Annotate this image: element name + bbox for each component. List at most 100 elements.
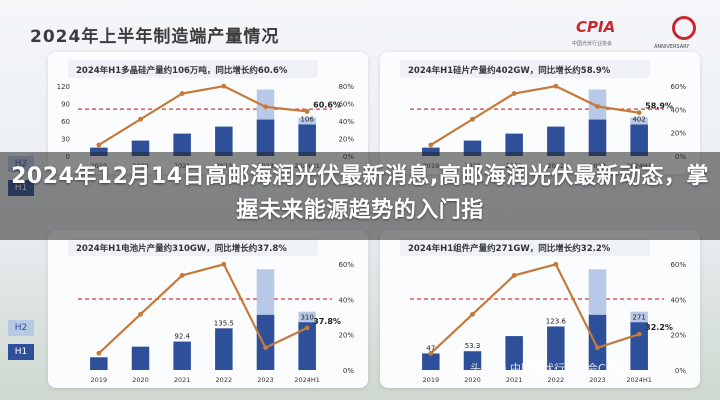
- x-tick-label: 2023: [589, 376, 606, 384]
- chart-title-bg: [400, 60, 650, 78]
- bar-value-label: 123.6: [546, 317, 567, 325]
- bar-h1: [173, 341, 191, 370]
- headline: 2024年12月14日高邮海润光伏最新消息,高邮海润光伏最新动态，掌握未来能源趋…: [11, 164, 709, 223]
- bar-h1: [630, 124, 648, 156]
- bar-h1: [588, 314, 607, 370]
- chart-svg: 2024年H1电池片产量约310GW，同比增长约37.8% 0% 20% 40% 60%…: [68, 238, 354, 384]
- bar-value-label: 271: [632, 313, 645, 321]
- growth-line: [98, 85, 308, 146]
- chart-title-bg: [68, 238, 318, 256]
- bar-h1: [298, 124, 316, 156]
- anniversary-logo-subtitle: ANNIVERSARY: [654, 44, 690, 50]
- growth-point: [221, 261, 227, 267]
- left-tick-label: 60: [61, 118, 70, 126]
- chart-card-cell: 2024年H1电池片产量约310GW，同比增长约37.8% 0% 20% 40% 60%…: [48, 230, 368, 388]
- growth-line: [430, 262, 640, 355]
- x-tick-label: 2019: [423, 376, 440, 384]
- bar-value-label: 310: [300, 313, 313, 321]
- right-tick-label: 0%: [343, 367, 354, 375]
- legend-bottom: H2 H1: [8, 320, 34, 368]
- x-tick-label: 2021: [174, 376, 191, 384]
- legend-h1-bottom: H1: [8, 344, 34, 360]
- right-tick-label: 0%: [675, 367, 686, 375]
- left-tick-label: 30: [61, 136, 70, 144]
- legend-h2-bottom: H2: [8, 320, 34, 336]
- bar-h1: [215, 328, 233, 370]
- right-tick-label: 20%: [338, 136, 354, 144]
- bar-h1: [547, 326, 565, 370]
- right-tick-label: 80%: [338, 83, 354, 91]
- x-tick-label: 2022: [548, 376, 565, 384]
- chart-title: 2024年H1多晶硅产量约106万吨，同比增长约60.6%: [76, 65, 288, 76]
- x-tick-label: 2019: [91, 376, 108, 384]
- growth-point: [263, 104, 268, 110]
- left-tick-label: 120: [57, 83, 70, 91]
- bar-h1: [256, 314, 275, 370]
- right-tick-label: 60%: [670, 83, 686, 91]
- growth-point: [595, 103, 600, 109]
- watermark: 头条 @ 中国光伏行业协会CPIA: [470, 362, 624, 375]
- growth-point: [636, 110, 642, 116]
- bar-h1: [173, 133, 191, 156]
- right-tick-label: 40%: [670, 296, 686, 304]
- bar-value-label: 135.5: [214, 319, 234, 327]
- growth-point: [470, 116, 475, 122]
- growth-point: [470, 311, 475, 317]
- growth-point: [304, 109, 310, 114]
- right-tick-label: 20%: [670, 332, 686, 340]
- bar-value-label: 47: [426, 344, 435, 352]
- growth-line: [98, 262, 308, 355]
- bar-h1: [630, 322, 648, 370]
- growth-point: [221, 83, 227, 89]
- bar-h1: [90, 147, 108, 156]
- anniversary-ring-icon: [672, 16, 696, 40]
- chart-title: 2024年H1硅片产量约402GW，同比增长约58.9%: [408, 65, 611, 76]
- right-tick-label: 60%: [338, 261, 354, 269]
- growth-point: [428, 142, 434, 148]
- cpia-logo-mark: CPIA: [576, 18, 616, 36]
- bar-h1: [215, 126, 233, 156]
- growth-label: 32.2%: [645, 323, 673, 332]
- growth-label: 58.9%: [645, 102, 673, 111]
- chart-card-module: 2024年H1组件产量约271GW，同比增长约32.2% 0% 20% 40% 60% 4…: [380, 230, 700, 388]
- x-tick-label: 2020: [132, 376, 149, 384]
- x-tick-label: 2024H1: [626, 376, 652, 384]
- bar-h1: [90, 357, 108, 370]
- growth-label: 60.6%: [313, 100, 341, 109]
- growth-point: [553, 83, 559, 89]
- growth-label: 37.8%: [313, 317, 341, 326]
- chart-title-bg: [68, 60, 318, 78]
- bar-value-label: 92.4: [174, 333, 190, 341]
- growth-point: [636, 331, 642, 337]
- bar-h1: [505, 336, 523, 370]
- chart-title: 2024年H1组件产量约271GW，同比增长约32.2%: [408, 243, 611, 254]
- chart-svg: 2024年H1组件产量约271GW，同比增长约32.2% 0% 20% 40% 60% 4…: [400, 238, 686, 384]
- bar-h1: [422, 353, 440, 370]
- chart-svg: 2024年H1硅片产量约402GW，同比增长约58.9%0%20%40%60%2…: [400, 60, 686, 170]
- growth-point: [511, 272, 517, 278]
- right-tick-label: 20%: [338, 332, 354, 340]
- x-tick-label: 2020: [464, 376, 481, 384]
- bar-value-label: 402: [632, 116, 645, 124]
- growth-point: [428, 350, 434, 356]
- growth-point: [304, 325, 310, 331]
- bar-h1: [588, 119, 607, 156]
- x-tick-label: 2022: [216, 376, 233, 384]
- bar-h1: [463, 351, 482, 370]
- bar-value-label: 106: [300, 116, 314, 124]
- chart-title: 2024年H1电池片产量约310GW，同比增长约37.8%: [76, 243, 287, 254]
- bar-h1: [256, 119, 275, 156]
- headline-banner: [0, 152, 720, 240]
- bar-h1: [422, 147, 440, 156]
- cpia-logo: CPIA 中国光伏行业协会: [572, 12, 624, 52]
- right-tick-label: 60%: [338, 101, 354, 109]
- x-tick-label: 2023: [257, 376, 274, 384]
- bar-h1: [547, 126, 565, 156]
- x-tick-label: 2021: [506, 376, 523, 384]
- chart-svg: 2024年H1多晶硅产量约106万吨，同比增长约60.6%0%20%40%60%…: [57, 60, 354, 170]
- right-tick-label: 60%: [670, 261, 686, 269]
- anniversary-logo: ANNIVERSARY: [652, 10, 700, 54]
- growth-point: [263, 345, 268, 351]
- growth-point: [96, 142, 102, 148]
- bar-h1: [505, 133, 523, 156]
